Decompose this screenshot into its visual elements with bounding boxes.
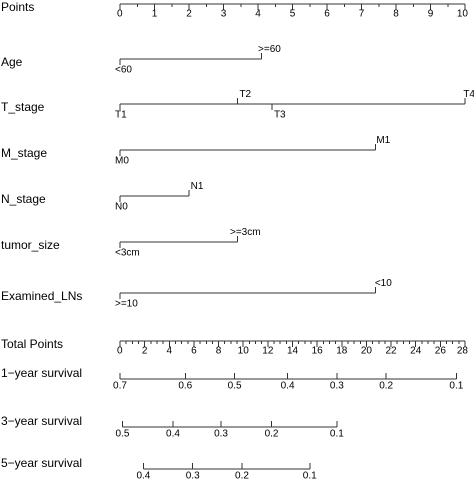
row-label-m-stage: M_stage (1, 146, 47, 160)
total-points-tick-label: 6 (191, 345, 197, 356)
total-points-tick-label: 20 (361, 345, 373, 356)
points-tick-label: 5 (290, 8, 296, 19)
total-points-tick-label: 14 (287, 345, 299, 356)
3-year-survival-tick-label: 0.1 (330, 428, 344, 439)
t-stage-level-label: T4 (463, 89, 474, 100)
examined-lns-level-label: >=10 (115, 298, 138, 309)
1-year-survival-tick-label: 0.3 (330, 380, 344, 391)
t-stage-level-label: T2 (239, 89, 251, 100)
t-stage-level-label: T1 (115, 109, 127, 120)
3-year-survival-tick-label: 0.3 (214, 428, 228, 439)
row-label-total-points: Total Points (1, 337, 63, 351)
age-level-label: >=60 (258, 44, 281, 55)
points-tick-label: 3 (221, 8, 227, 19)
row-label-tumor-size: tumor_size (1, 238, 60, 252)
1-year-survival-tick-label: 0.5 (228, 380, 242, 391)
total-points-tick-label: 12 (262, 345, 274, 356)
n-stage-level-label: N0 (115, 201, 128, 212)
points-tick-label: 6 (324, 8, 330, 19)
t-stage-level-label: T3 (274, 109, 286, 120)
age-level-label: <60 (115, 64, 132, 75)
1-year-survival-tick-label: 0.6 (178, 380, 192, 391)
row-label-n-stage: N_stage (1, 192, 46, 206)
1-year-survival-tick-label: 0.1 (449, 380, 463, 391)
row-label-points: Points (1, 0, 34, 14)
5-year-survival-tick-label: 0.2 (235, 470, 249, 481)
n-stage-level-label: N1 (191, 181, 204, 192)
total-points-tick-label: 16 (312, 345, 324, 356)
3-year-survival-tick-label: 0.5 (116, 428, 130, 439)
total-points-tick-label: 2 (142, 345, 148, 356)
points-tick-label: 9 (428, 8, 434, 19)
5-year-survival-tick-label: 0.3 (186, 470, 200, 481)
points-tick-label: 8 (393, 8, 399, 19)
total-points-tick-label: 28 (457, 345, 469, 356)
tumor-size-level-label: <3cm (115, 247, 140, 258)
m-stage-level-label: M0 (115, 155, 129, 166)
total-points-tick-label: 4 (167, 345, 173, 356)
row-label-age: Age (1, 55, 23, 69)
3-year-survival-tick-label: 0.2 (265, 428, 279, 439)
row-label-1-year-survival: 1−year survival (1, 366, 82, 380)
total-points-tick-label: 18 (336, 345, 348, 356)
1-year-survival-tick-label: 0.4 (281, 380, 295, 391)
m-stage-level-label: M1 (376, 135, 390, 146)
row-label-t-stage: T_stage (1, 100, 45, 114)
total-points-tick-label: 22 (386, 345, 398, 356)
total-points-tick-label: 8 (216, 345, 222, 356)
points-tick-label: 7 (359, 8, 365, 19)
3-year-survival-tick-label: 0.4 (166, 428, 180, 439)
1-year-survival-tick-label: 0.7 (113, 380, 127, 391)
5-year-survival-tick-label: 0.4 (136, 470, 150, 481)
row-label-3-year-survival: 3−year survival (1, 414, 82, 428)
total-points-tick-label: 24 (410, 345, 422, 356)
row-label-examined-lns: Examined_LNs (1, 289, 82, 303)
points-tick-label: 0 (117, 8, 123, 19)
5-year-survival-tick-label: 0.1 (303, 470, 317, 481)
examined-lns-level-label: <10 (375, 278, 392, 289)
total-points-tick-label: 26 (435, 345, 447, 356)
1-year-survival-tick-label: 0.2 (379, 380, 393, 391)
total-points-tick-label: 10 (238, 345, 250, 356)
row-label-5-year-survival: 5−year survival (1, 456, 82, 470)
points-tick-label: 10 (457, 8, 469, 19)
points-tick-label: 1 (152, 8, 158, 19)
points-tick-label: 2 (186, 8, 192, 19)
tumor-size-level-label: >=3cm (230, 227, 261, 238)
total-points-tick-label: 0 (117, 345, 123, 356)
points-tick-label: 4 (255, 8, 261, 19)
